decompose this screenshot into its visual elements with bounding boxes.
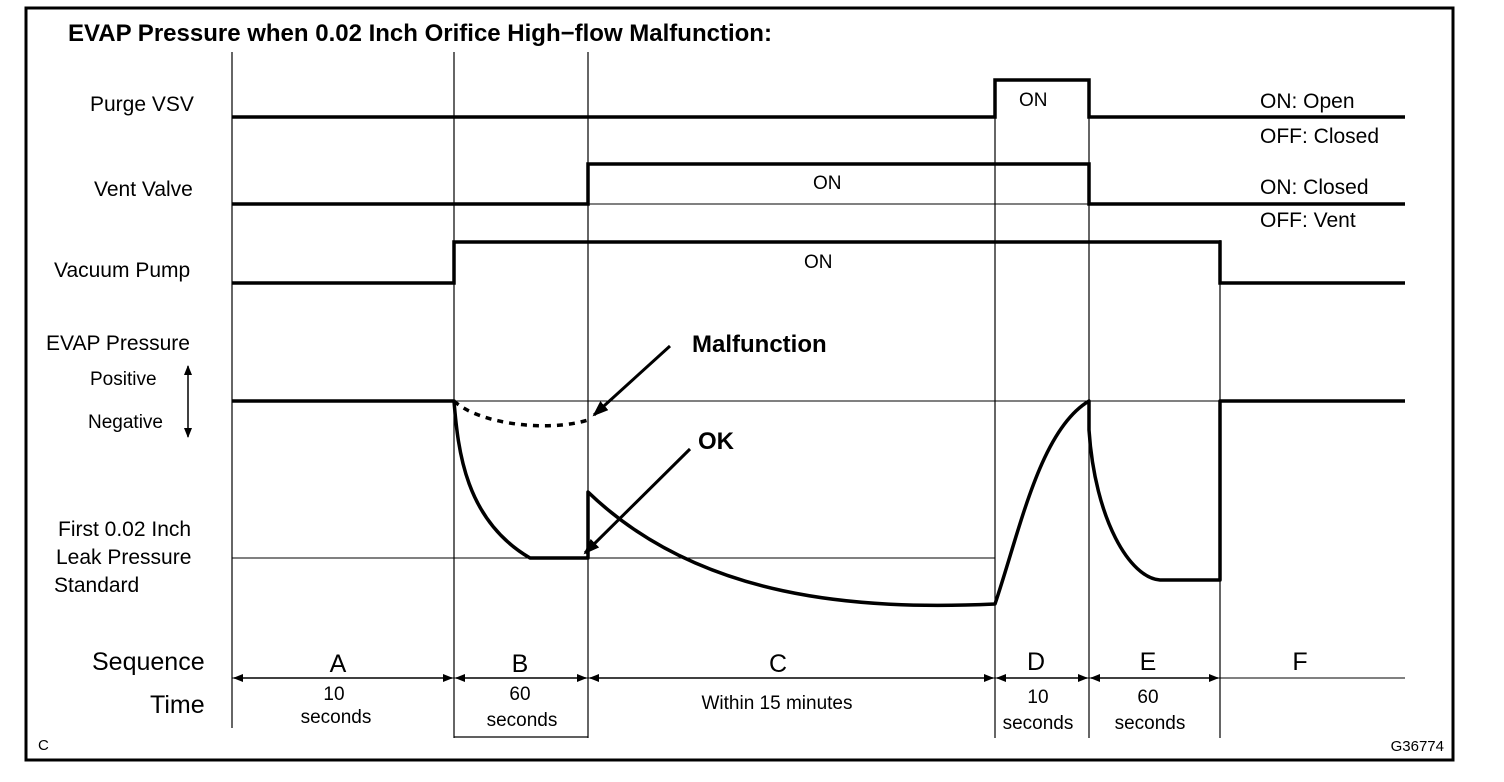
vent-valve-legend-on: ON: Closed — [1260, 176, 1369, 199]
step-f-letter: F — [1292, 648, 1307, 676]
positive-label: Positive — [90, 369, 157, 390]
diagram-title: EVAP Pressure when 0.02 Inch Orifice Hig… — [68, 20, 772, 47]
sequence-row-label: Sequence — [92, 648, 205, 676]
purge-vsv-on-label: ON — [1019, 90, 1048, 111]
vacuum-pump-signal — [232, 240, 1405, 285]
step-a-letter: A — [330, 650, 347, 678]
standard-label-line2: Leak Pressure — [56, 546, 191, 569]
step-b-letter: B — [512, 650, 529, 678]
evap-pressure-ok-trace — [232, 399, 1405, 608]
ok-callout: OK — [698, 428, 735, 455]
step-a-time-unit: seconds — [301, 707, 372, 728]
time-row-label: Time — [150, 691, 205, 719]
evap-pressure-section: EVAP Pressure Positive Negative First 0.… — [46, 331, 1405, 608]
negative-label: Negative — [88, 412, 163, 433]
vent-valve-label: Vent Valve — [94, 178, 193, 201]
step-c-letter: C — [769, 650, 787, 678]
step-e-letter: E — [1140, 648, 1157, 676]
evap-pressure-label: EVAP Pressure — [46, 332, 190, 355]
malfunction-callout-arrow — [592, 344, 672, 417]
standard-label-line3: Standard — [54, 574, 139, 597]
vacuum-pump-row: Vacuum Pump ON — [54, 240, 1405, 285]
vacuum-pump-on-label: ON — [804, 252, 833, 273]
sequence-section: Sequence Time A B C D E F 10 seconds 60 … — [92, 648, 1405, 734]
ok-callout-arrow — [583, 447, 692, 555]
step-c-time-value: Within 15 minutes — [701, 693, 852, 714]
standard-label-line1: First 0.02 Inch — [58, 518, 191, 541]
purge-vsv-label: Purge VSV — [90, 93, 194, 116]
step-e-time-value: 60 — [1137, 687, 1158, 708]
corner-letter: C — [38, 737, 49, 754]
step-a-time-value: 10 — [323, 684, 344, 705]
purge-vsv-legend-on: ON: Open — [1260, 90, 1355, 113]
step-d-time-value: 10 — [1027, 687, 1048, 708]
figure-code: G36774 — [1391, 738, 1444, 755]
malfunction-callout: Malfunction — [692, 331, 827, 358]
purge-vsv-legend-off: OFF: Closed — [1260, 125, 1379, 148]
step-b-time-unit: seconds — [487, 710, 558, 731]
vent-valve-on-label: ON — [813, 173, 842, 194]
phase-dividers — [231, 52, 1221, 738]
step-b-time-value: 60 — [509, 684, 530, 705]
vent-valve-signal — [232, 162, 1405, 206]
diagram-frame — [24, 6, 1455, 762]
step-d-time-unit: seconds — [1003, 713, 1074, 734]
vent-valve-legend-off: OFF: Vent — [1260, 209, 1356, 232]
purge-vsv-signal — [232, 78, 1405, 119]
evap-pressure-malfunction-trace — [452, 399, 589, 428]
step-d-letter: D — [1027, 648, 1045, 676]
purge-vsv-row: Purge VSV ON ON: Open OFF: Closed — [90, 78, 1405, 148]
vacuum-pump-label: Vacuum Pump — [54, 259, 190, 282]
step-e-time-unit: seconds — [1115, 713, 1186, 734]
vent-valve-row: Vent Valve ON ON: Closed OFF: Vent — [94, 162, 1405, 232]
